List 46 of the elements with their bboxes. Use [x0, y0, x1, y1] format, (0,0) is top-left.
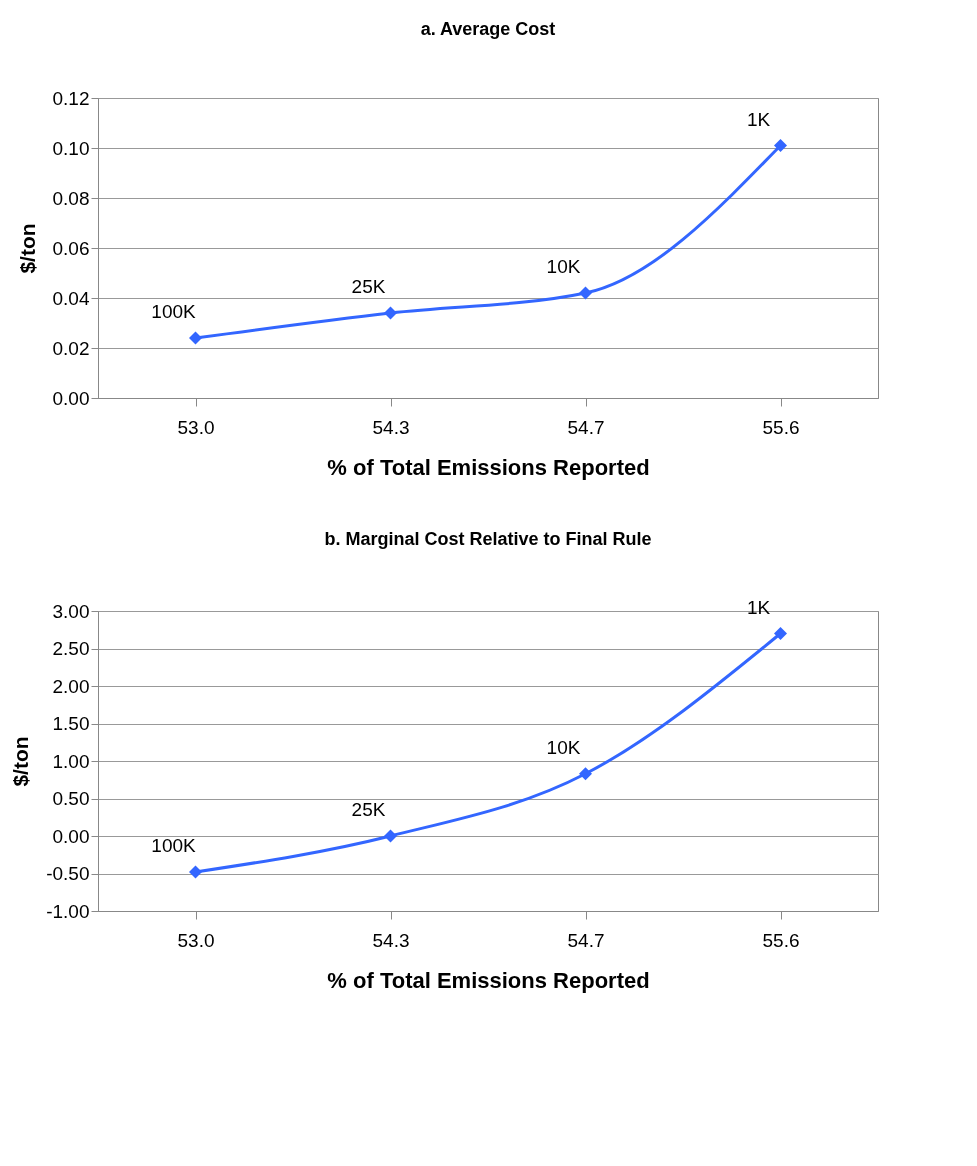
- point: [578, 767, 593, 781]
- y-tick-label: 0.04: [52, 287, 90, 309]
- x-axis-title: % of Total Emissions Reported: [327, 967, 650, 993]
- x-tick-label: 53.0: [177, 929, 215, 951]
- x-tick-label: 55.6: [762, 929, 800, 951]
- y-tick-label: 0.12: [52, 87, 90, 109]
- y-tick-label: 2.00: [52, 675, 90, 697]
- y-axis-title: $/ton: [9, 736, 33, 787]
- annotation: 100K: [151, 835, 197, 856]
- y-tick-label: 0.50: [52, 788, 90, 809]
- y-tick-label: 2.50: [52, 638, 90, 659]
- point: [578, 286, 593, 300]
- annotation: 1K: [746, 596, 771, 618]
- y-axis-title: $/ton: [15, 223, 39, 274]
- y-tick-label: 0.02: [52, 337, 90, 359]
- y-tick-label: 3.00: [52, 600, 90, 622]
- y-tick-label: 0.00: [52, 825, 90, 847]
- y-tick-label: 0.08: [52, 187, 90, 209]
- y-tick-label: -0.50: [46, 863, 90, 884]
- chart-title: b. Marginal Cost Relative to Final Rule: [324, 528, 652, 549]
- y-tick-label: 1.00: [52, 750, 90, 772]
- annotation: 10K: [546, 256, 581, 277]
- x-tick-label: 54.7: [567, 929, 605, 951]
- point: [188, 865, 203, 879]
- y-tick-label: -1.00: [46, 900, 90, 922]
- point: [383, 829, 398, 843]
- chart-title: a. Average Cost: [420, 19, 556, 39]
- y-tick-label: 1.50: [52, 713, 90, 734]
- annotation: 10K: [546, 736, 581, 758]
- annotation: 25K: [351, 799, 386, 820]
- y-tick-label: 0.10: [52, 137, 90, 159]
- point: [773, 626, 788, 641]
- y-tick-label: 0.06: [52, 237, 90, 259]
- annotation: 1K: [746, 108, 771, 130]
- point: [188, 331, 203, 345]
- x-axis-title: % of Total Emissions Reported: [327, 454, 650, 480]
- annotation: 25K: [351, 276, 386, 297]
- x-tick-label: 54.3: [372, 416, 410, 438]
- annotation: 100K: [151, 301, 197, 322]
- x-tick-label: 54.7: [567, 416, 605, 438]
- x-tick-label: 55.6: [762, 416, 800, 438]
- y-tick-label: 0.00: [52, 387, 90, 409]
- point: [383, 306, 398, 320]
- x-tick-label: 54.3: [372, 929, 410, 951]
- point: [773, 138, 788, 153]
- x-tick-label: 53.0: [177, 416, 215, 438]
